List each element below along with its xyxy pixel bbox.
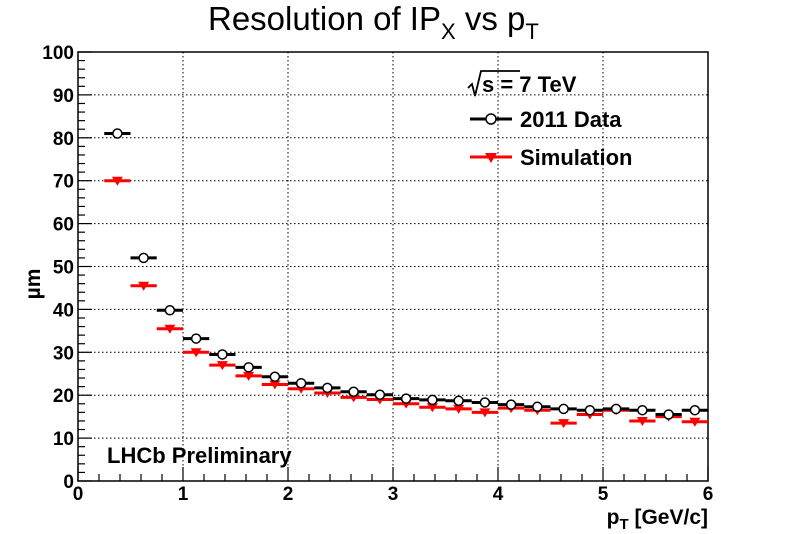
x-tick-label: 4 [493,484,504,505]
data-point [558,403,569,415]
sim-point [190,348,202,358]
data-point [427,394,438,406]
legend-sim-marker-icon [485,153,497,163]
y-tick-label: 0 [63,472,74,493]
data-point [505,399,517,410]
energy-annotation: s = 7 TeV [482,72,577,97]
legend-entry-data: 2011 Data [470,107,622,132]
x-axis-label: pT [GeV/c] [607,506,708,533]
data-point [138,252,149,264]
data-point [348,386,359,398]
title-mid: vs p [456,0,526,37]
data-point [374,389,386,401]
title-sub2: T [525,19,538,44]
sim-point [269,380,281,390]
x-label-rest: [GeV/c] [629,506,708,529]
sim-point [164,324,176,334]
sim-point [479,408,491,418]
data-point [400,393,412,404]
sim-point [111,176,123,186]
data-point [689,404,701,416]
legend-data-label: 2011 Data [520,107,622,132]
data-point [190,333,202,344]
sim-point [453,404,465,414]
y-tick-label: 50 [53,258,74,279]
data-point [637,404,648,416]
x-label-sub: T [619,516,628,533]
sim-point [243,371,255,381]
legend-data-marker-icon [485,113,497,125]
data-point [269,371,281,383]
x-tick-label: 0 [73,484,84,505]
title-main: Resolution of IP [208,0,441,37]
axis-ticks [77,51,709,482]
lhcb-preliminary-label: LHCb Preliminary [107,443,292,468]
x-tick-label: 1 [178,484,189,505]
sim-point [426,403,438,413]
data-point [217,349,228,360]
data-point [453,395,464,407]
sim-point [216,361,228,371]
data-point [112,128,123,139]
y-tick-label: 30 [53,343,74,364]
sim-point [558,419,570,429]
sim-point [689,417,701,427]
data-point [164,305,176,316]
legend-sim-label: Simulation [520,145,632,170]
y-tick-label: 10 [53,429,74,450]
x-tick-label: 3 [388,484,399,505]
series-layer [104,128,708,429]
chart-title: Resolution of IPX vs pT [208,0,539,44]
y-tick-label: 60 [53,215,74,236]
sqrt-symbol-icon [467,70,520,97]
x-tick-label: 2 [283,484,294,505]
series-simulation [104,176,708,429]
data-point [532,401,543,413]
sim-point [636,416,648,426]
y-tick-label: 40 [53,300,74,321]
y-tick-label: 80 [53,129,74,150]
legend-entry-simulation: Simulation [470,145,632,170]
y-tick-label: 100 [42,43,74,64]
data-point [295,377,307,389]
data-point [584,404,596,416]
x-tick-label: 5 [598,484,609,505]
sim-point [138,281,150,291]
data-point [479,397,491,408]
x-tick-labels: 0 1 2 3 4 5 6 [73,484,714,505]
y-tick-labels: 0 10 20 30 40 50 60 70 80 90 100 [42,43,74,493]
data-point [610,403,622,415]
y-axis-label: µm [22,269,45,300]
data-point [663,409,674,420]
y-tick-label: 20 [53,386,74,407]
legend: s = 7 TeV 2011 Data Simulation [467,70,632,170]
x-tick-label: 6 [703,484,714,505]
x-label-main: p [607,506,620,529]
series-data [104,128,708,420]
data-point [322,382,333,394]
data-point [243,362,254,373]
title-sub: X [441,19,456,44]
y-tick-label: 70 [53,172,74,193]
y-tick-label: 90 [53,86,74,107]
